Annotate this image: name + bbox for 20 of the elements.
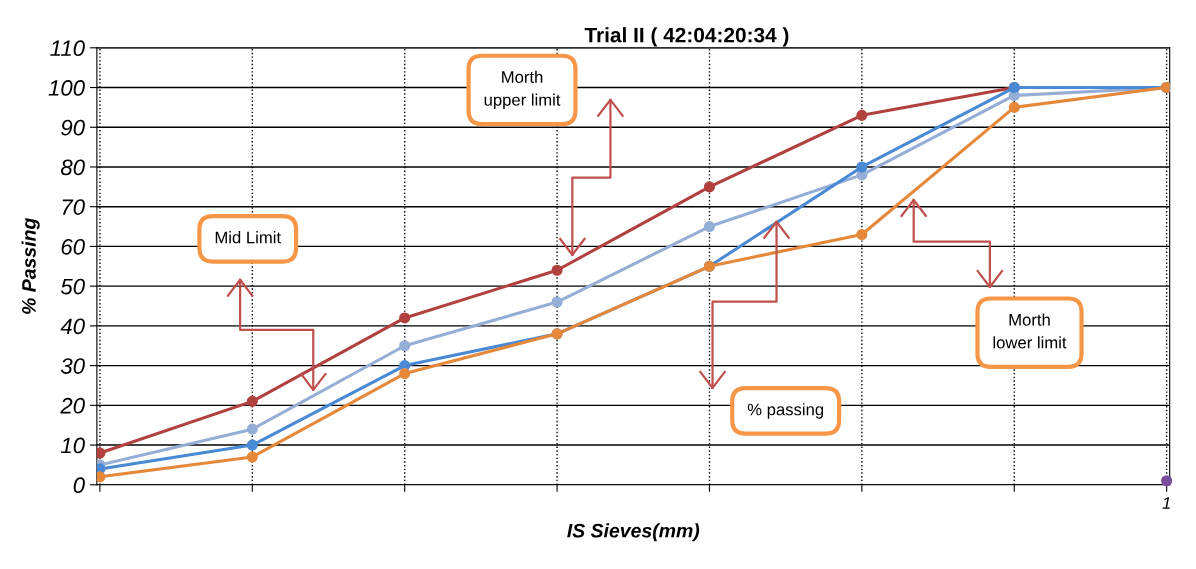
- y-tick-label: 80: [60, 159, 85, 176]
- y-tick-label: 40: [60, 318, 85, 335]
- y-tick-label: 90: [61, 119, 85, 136]
- y-tick-label: 100: [48, 80, 85, 96]
- annotation: Morth upper limit: [484, 70, 561, 110]
- y-tick-label: 10: [60, 437, 85, 454]
- x-tick-label: 1: [1162, 497, 1170, 509]
- y-tick-label: 50: [60, 278, 85, 295]
- y-tick-label: 60: [61, 238, 85, 255]
- y-tick-label: 110: [50, 40, 85, 57]
- y-tick-label: 0: [73, 477, 85, 494]
- y-axis-title: % Passing: [21, 217, 40, 314]
- annotation: Morth lower limit: [993, 313, 1067, 349]
- y-tick-label: 70: [62, 199, 85, 215]
- y-tick-label: 30: [60, 358, 85, 374]
- y-tick-label: 20: [60, 397, 85, 414]
- annotation: % passing: [747, 403, 824, 419]
- chart-title: Trial II ( 42:04:20:34 ): [584, 27, 789, 47]
- annotation: Mid Limit: [215, 231, 281, 244]
- x-axis-title: IS Sieves(mm): [567, 523, 700, 542]
